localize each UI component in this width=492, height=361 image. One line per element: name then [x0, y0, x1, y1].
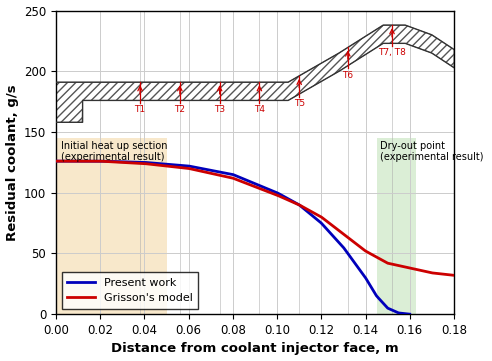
X-axis label: Distance from coolant injector face, m: Distance from coolant injector face, m [111, 343, 399, 356]
Text: T7, T8: T7, T8 [378, 48, 406, 57]
Grisson's model [245, 182, 250, 186]
Present work [264, 186, 270, 191]
Y-axis label: Residual coolant, g/s: Residual coolant, g/s [5, 84, 19, 241]
Text: T1: T1 [134, 105, 146, 114]
Grisson's model [242, 180, 248, 185]
Text: Initial heat up section
(experimental result): Initial heat up section (experimental re… [61, 140, 167, 162]
Line: Grisson's model: Grisson's model [56, 161, 454, 275]
Grisson's model [290, 200, 296, 204]
Grisson's model [379, 258, 385, 262]
Present work [245, 178, 250, 183]
Text: T3: T3 [214, 105, 225, 114]
Present work [221, 171, 227, 175]
Present work [343, 249, 349, 253]
Present work [407, 312, 413, 316]
Text: T6: T6 [342, 70, 353, 79]
Bar [376, 138, 416, 314]
Present work [223, 171, 229, 175]
Text: T5: T5 [294, 99, 305, 108]
Text: T2: T2 [174, 105, 185, 114]
Grisson's model [451, 273, 457, 278]
Grisson's model [269, 191, 275, 195]
Text: Dry-out point
(experimental result): Dry-out point (experimental result) [380, 140, 483, 162]
Bar [56, 138, 167, 314]
Present work [398, 311, 404, 316]
Legend: Present work, Grisson's model: Present work, Grisson's model [62, 272, 198, 309]
Present work [53, 159, 59, 163]
Grisson's model [441, 272, 447, 277]
Grisson's model [53, 159, 59, 163]
Line: Present work: Present work [56, 161, 410, 314]
Text: T4: T4 [254, 105, 265, 114]
